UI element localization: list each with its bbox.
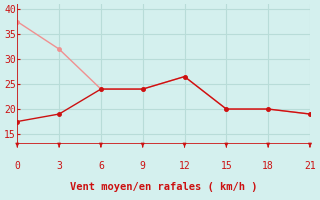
X-axis label: Vent moyen/en rafales ( km/h ): Vent moyen/en rafales ( km/h ): [70, 182, 257, 192]
